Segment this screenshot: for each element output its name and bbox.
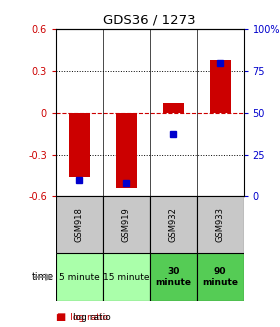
Text: ■  log ratio: ■ log ratio: [56, 313, 108, 322]
Bar: [197, 196, 244, 253]
Text: log ratio: log ratio: [73, 313, 111, 322]
Bar: [56, 196, 103, 253]
Bar: [197, 253, 244, 301]
Bar: [56, 253, 103, 301]
Bar: [103, 253, 150, 301]
Bar: [69, 113, 90, 177]
Text: 15 minute: 15 minute: [103, 273, 150, 282]
Bar: [150, 196, 197, 253]
Title: GDS36 / 1273: GDS36 / 1273: [104, 14, 196, 27]
Text: GSM932: GSM932: [169, 207, 178, 242]
Text: 30
minute: 30 minute: [155, 267, 191, 287]
Bar: [116, 113, 137, 188]
Text: ■: ■: [56, 312, 65, 322]
Bar: [210, 60, 231, 113]
Bar: [103, 196, 150, 253]
Text: time: time: [32, 272, 54, 282]
Text: 5 minute: 5 minute: [59, 273, 100, 282]
Text: GSM919: GSM919: [122, 207, 131, 242]
Text: GSM933: GSM933: [216, 207, 225, 242]
Text: GSM918: GSM918: [75, 207, 84, 242]
Text: 90
minute: 90 minute: [202, 267, 238, 287]
Bar: [163, 103, 184, 113]
Bar: [150, 253, 197, 301]
